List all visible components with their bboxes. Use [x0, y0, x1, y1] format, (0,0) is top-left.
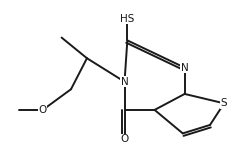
Text: N: N — [181, 63, 188, 73]
Text: N: N — [121, 77, 128, 87]
Text: S: S — [221, 98, 228, 108]
Text: O: O — [39, 105, 47, 115]
Text: HS: HS — [120, 14, 134, 24]
Text: O: O — [120, 134, 129, 144]
